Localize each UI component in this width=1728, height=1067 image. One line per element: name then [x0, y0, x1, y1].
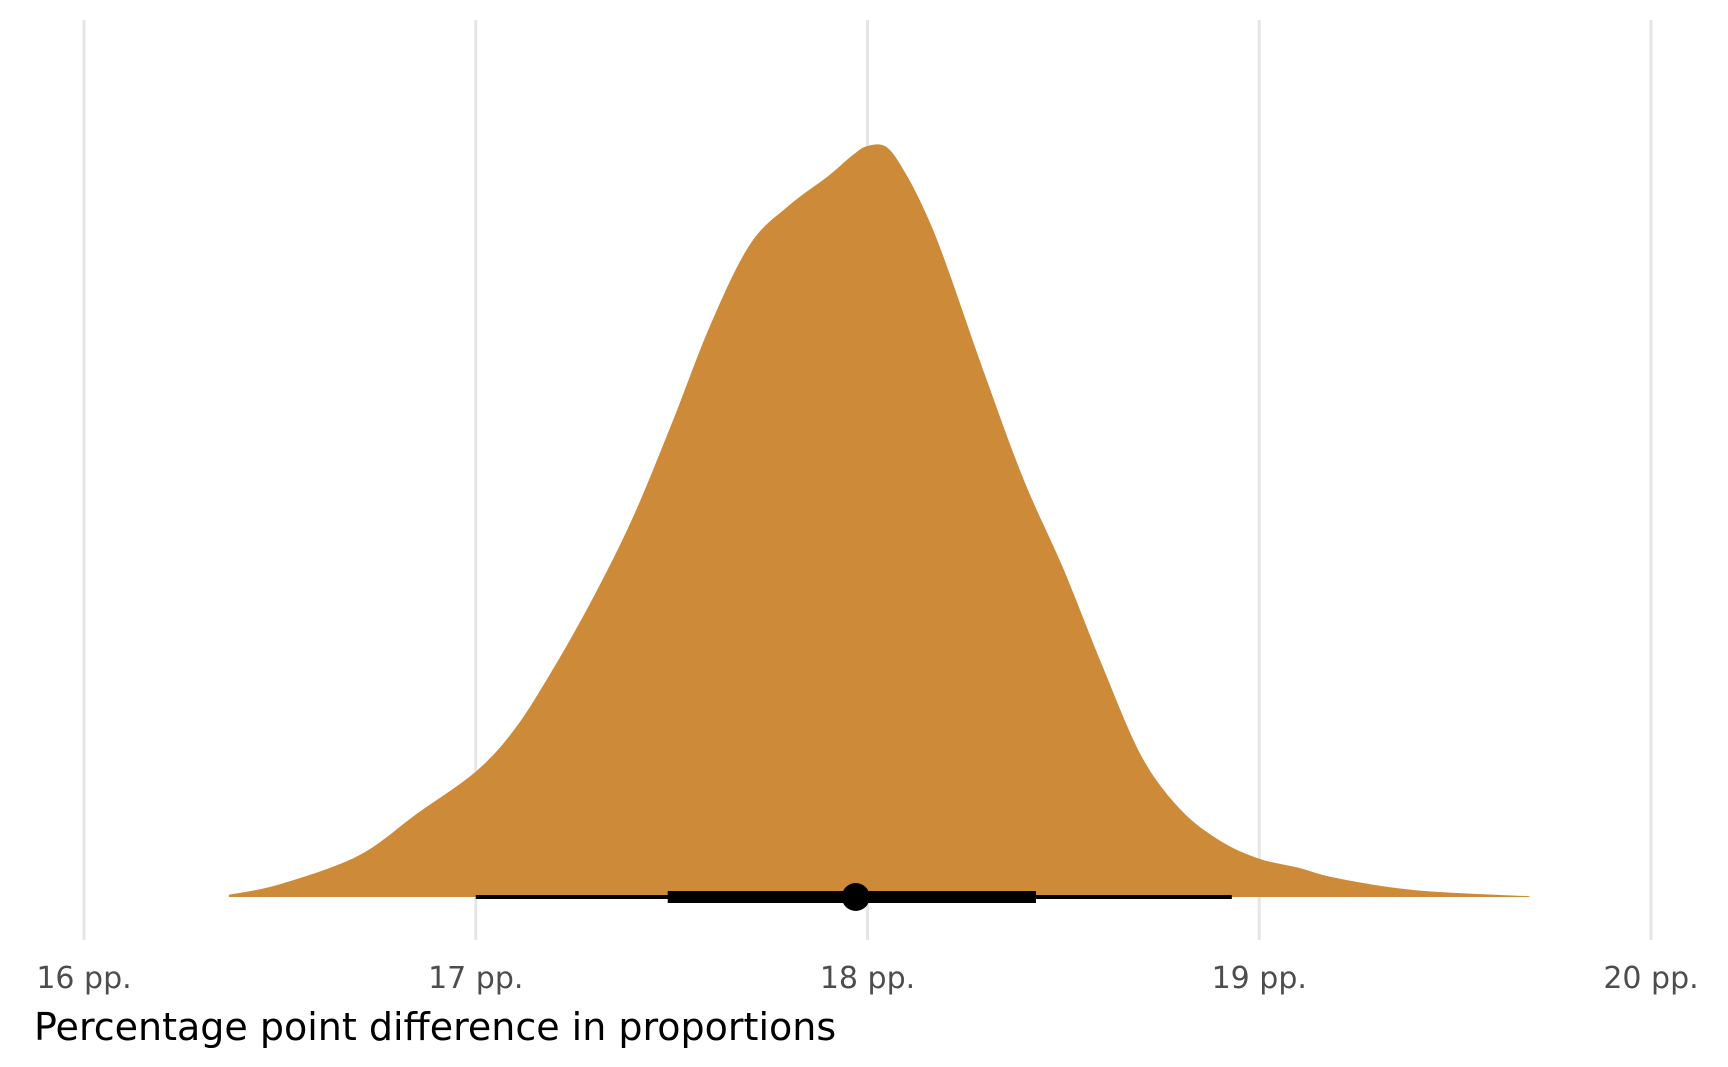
x-tick-label: 20 pp.	[1603, 961, 1698, 996]
interval-bar	[475, 883, 1232, 911]
density-area	[228, 144, 1530, 897]
x-axis-ticks: 16 pp. 17 pp. 18 pp. 19 pp. 20 pp.	[36, 961, 1698, 996]
x-tick-label: 18 pp.	[820, 961, 915, 996]
x-tick-label: 16 pp.	[36, 961, 131, 996]
x-axis-title: Percentage point difference in proportio…	[34, 1005, 836, 1049]
x-tick-label: 17 pp.	[428, 961, 523, 996]
point-estimate-dot	[841, 883, 870, 911]
x-tick-label: 19 pp.	[1212, 961, 1307, 996]
